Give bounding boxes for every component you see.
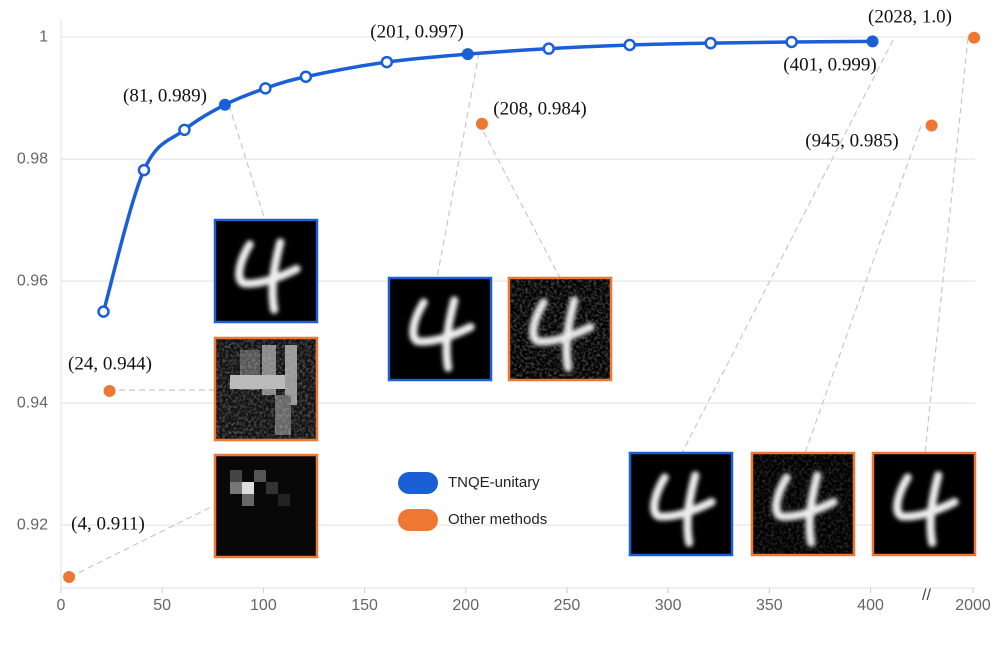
y-tick-label: 0.92 xyxy=(17,516,48,533)
x-tick-label: 150 xyxy=(351,597,378,614)
y-tick-label: 1 xyxy=(39,28,48,45)
point xyxy=(259,82,272,95)
point xyxy=(137,163,151,177)
x-tick-label: 400 xyxy=(857,597,884,614)
connector xyxy=(69,504,216,578)
point xyxy=(475,117,488,130)
point xyxy=(461,48,474,61)
legend-swatch xyxy=(398,472,438,494)
point xyxy=(785,35,798,49)
annotation: (945, 0.985) xyxy=(805,130,898,151)
thumbnail xyxy=(215,455,317,557)
y-tick-label: 0.98 xyxy=(17,150,48,167)
legend-swatch xyxy=(398,509,438,531)
legend-label: TNQE-unitary xyxy=(448,474,540,491)
point xyxy=(542,42,555,55)
y-tick-label: 0.94 xyxy=(17,394,48,411)
x-tick-label: 250 xyxy=(554,597,581,614)
thumbnails xyxy=(213,218,977,559)
point xyxy=(178,123,191,137)
legend-label: Other methods xyxy=(448,511,547,528)
thumbnail-border xyxy=(628,451,734,557)
connectors xyxy=(69,37,969,578)
x-tick-label: 100 xyxy=(250,597,277,614)
thumbnail xyxy=(215,338,317,440)
thumbnail xyxy=(873,453,975,555)
point xyxy=(299,70,313,83)
thumbnail-border xyxy=(871,451,977,557)
point xyxy=(968,31,981,44)
x-tick-label: 350 xyxy=(756,597,783,614)
point xyxy=(63,571,76,584)
point xyxy=(623,38,636,52)
thumbnail-border xyxy=(387,276,493,382)
thumbnail xyxy=(630,453,732,555)
x-tick-label: 50 xyxy=(153,597,171,614)
connector xyxy=(924,37,969,454)
thumbnail-border xyxy=(213,453,319,559)
annotation: (401, 0.999) xyxy=(783,54,876,75)
point xyxy=(103,384,116,397)
point xyxy=(704,36,717,50)
x-tick-label: 0 xyxy=(57,597,66,614)
y-tick-label: 0.96 xyxy=(17,272,48,289)
connector xyxy=(228,104,266,221)
point xyxy=(380,55,394,69)
axis-break: // xyxy=(922,587,931,604)
point xyxy=(218,98,231,111)
annotation: (81, 0.989) xyxy=(123,85,207,106)
thumbnail xyxy=(215,220,317,322)
point xyxy=(97,305,110,318)
annotation: (4, 0.911) xyxy=(71,513,145,534)
x-tick-label: 2000 xyxy=(955,597,991,614)
annotation: (201, 0.997) xyxy=(370,21,463,42)
connector xyxy=(436,52,480,279)
connector xyxy=(804,125,922,454)
thumbnail xyxy=(389,278,491,380)
annotation: (24, 0.944) xyxy=(68,353,152,374)
thumbnail xyxy=(752,453,854,555)
annotation: (208, 0.984) xyxy=(493,98,586,119)
thumbnail-border xyxy=(507,276,613,382)
point xyxy=(925,119,938,132)
thumbnail-border xyxy=(213,218,319,324)
point xyxy=(866,35,879,48)
connector xyxy=(681,39,894,454)
thumbnail-border xyxy=(750,451,856,557)
connector xyxy=(478,122,561,279)
annotation: (2028, 1.0) xyxy=(868,6,952,27)
thumbnail xyxy=(509,278,611,380)
x-tick-label: 200 xyxy=(452,597,479,614)
x-tick-label: 300 xyxy=(655,597,682,614)
thumbnail-border xyxy=(213,336,319,442)
